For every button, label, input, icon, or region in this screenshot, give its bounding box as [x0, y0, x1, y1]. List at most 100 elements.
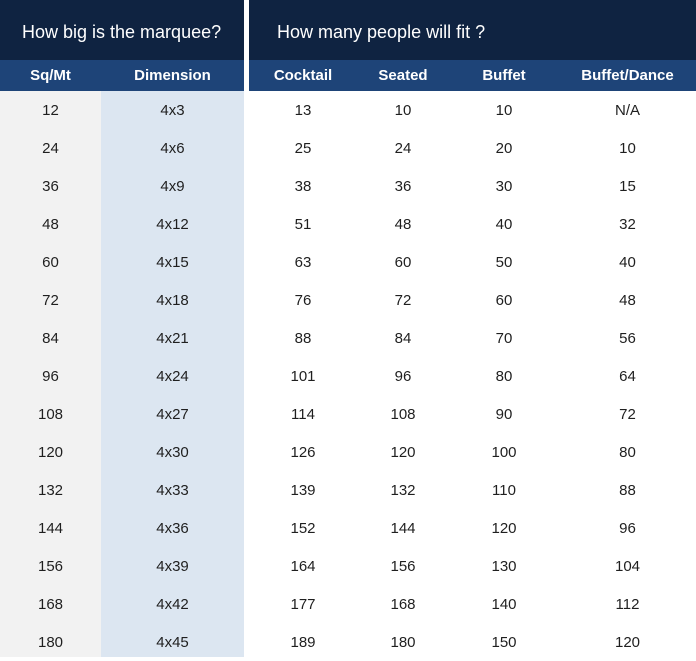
header-sq-mt: Sq/Mt: [30, 67, 71, 84]
cell-cocktail: 177: [290, 595, 316, 613]
header-buffet: Buffet: [482, 67, 526, 84]
cell-sq-mt: 180: [37, 633, 64, 651]
cell-dimension: 4x45: [156, 633, 189, 651]
cell-dimension: 4x27: [156, 405, 189, 423]
cell-seated: 36: [394, 177, 412, 195]
cell-sq-mt: 36: [42, 177, 59, 195]
capacity-title: How many people will fit ?: [249, 0, 696, 60]
cell-buffet: 150: [491, 633, 517, 651]
cell-buffet-dance: N/A: [614, 101, 640, 119]
cell-dimension: 4x9: [160, 177, 185, 195]
table-row: 180 4x45 189 180 150 120: [0, 623, 696, 661]
cell-dimension: 4x33: [156, 481, 189, 499]
cell-seated: 120: [390, 443, 416, 461]
cell-sq-mt: 156: [37, 557, 64, 575]
table-row: 168 4x42 177 168 140 112: [0, 585, 696, 623]
cell-cocktail: 51: [294, 215, 312, 233]
table-row: 12 4x3 13 10 10 N/A: [0, 91, 696, 129]
cell-buffet-dance: 48: [619, 291, 636, 309]
cell-cocktail: 63: [294, 253, 312, 271]
cell-dimension: 4x24: [156, 367, 189, 385]
cell-seated: 144: [390, 519, 416, 537]
cell-sq-mt: 24: [42, 139, 59, 157]
header-dimension: Dimension: [134, 67, 211, 84]
cell-cocktail: 13: [294, 101, 312, 119]
cell-buffet: 10: [495, 101, 513, 119]
table-row: 48 4x12 51 48 40 32: [0, 205, 696, 243]
cell-cocktail: 76: [294, 291, 312, 309]
table-row: 96 4x24 101 96 80 64: [0, 357, 696, 395]
marquee-size-title: How big is the marquee?: [0, 0, 244, 60]
cell-sq-mt: 84: [42, 329, 59, 347]
cell-seated: 72: [394, 291, 412, 309]
cell-sq-mt: 120: [37, 443, 64, 461]
cell-buffet-dance: 56: [619, 329, 636, 347]
table-row: 108 4x27 114 108 90 72: [0, 395, 696, 433]
table-row: 24 4x6 25 24 20 10: [0, 129, 696, 167]
cell-seated: 96: [394, 367, 412, 385]
table-row: 132 4x33 139 132 110 88: [0, 471, 696, 509]
cell-buffet: 100: [491, 443, 517, 461]
cell-buffet-dance: 120: [614, 633, 641, 651]
cell-sq-mt: 72: [42, 291, 59, 309]
cell-cocktail: 189: [290, 633, 316, 651]
cell-cocktail: 38: [294, 177, 312, 195]
cell-buffet-dance: 72: [619, 405, 636, 423]
cell-buffet-dance: 10: [619, 139, 636, 157]
cell-seated: 132: [390, 481, 416, 499]
title-band: How big is the marquee? How many people …: [0, 0, 696, 60]
cell-seated: 108: [390, 405, 416, 423]
cell-dimension: 4x18: [156, 291, 189, 309]
cell-buffet: 30: [495, 177, 513, 195]
cell-sq-mt: 108: [37, 405, 64, 423]
cell-buffet: 50: [495, 253, 513, 271]
cell-cocktail: 139: [290, 481, 316, 499]
cell-buffet: 140: [491, 595, 517, 613]
cell-sq-mt: 48: [42, 215, 59, 233]
cell-sq-mt: 168: [37, 595, 64, 613]
cell-buffet-dance: 112: [615, 595, 640, 613]
table-row: 120 4x30 126 120 100 80: [0, 433, 696, 471]
section-divider: [244, 0, 249, 657]
cell-buffet-dance: 88: [619, 481, 636, 499]
cell-dimension: 4x12: [156, 215, 189, 233]
cell-buffet: 70: [495, 329, 513, 347]
cell-cocktail: 25: [294, 139, 312, 157]
cell-cocktail: 152: [290, 519, 316, 537]
table-row: 60 4x15 63 60 50 40: [0, 243, 696, 281]
cell-buffet: 60: [495, 291, 513, 309]
cell-cocktail: 88: [294, 329, 312, 347]
cell-buffet-dance: 15: [619, 177, 636, 195]
cell-buffet-dance: 64: [619, 367, 636, 385]
table-row: 144 4x36 152 144 120 96: [0, 509, 696, 547]
table-body: 12 4x3 13 10 10 N/A 24 4x6 25 24 20 10 3…: [0, 91, 696, 661]
cell-dimension: 4x6: [160, 139, 185, 157]
cell-buffet-dance: 40: [619, 253, 636, 271]
table-row: 84 4x21 88 84 70 56: [0, 319, 696, 357]
cell-dimension: 4x42: [156, 595, 189, 613]
cell-buffet-dance: 80: [619, 443, 636, 461]
header-cocktail: Cocktail: [273, 67, 333, 84]
cell-buffet: 120: [491, 519, 517, 537]
cell-sq-mt: 96: [42, 367, 59, 385]
cell-cocktail: 114: [291, 405, 315, 423]
dimension-column-background: [101, 91, 244, 657]
cell-buffet-dance: 32: [619, 215, 636, 233]
cell-dimension: 4x3: [160, 101, 185, 119]
header-buffet-dance: Buffet/Dance: [581, 67, 674, 84]
table-row: 72 4x18 76 72 60 48: [0, 281, 696, 319]
cell-seated: 84: [394, 329, 412, 347]
cell-buffet: 110: [492, 481, 516, 499]
size-header-row: Sq/Mt Dimension: [0, 60, 244, 91]
cell-seated: 10: [394, 101, 412, 119]
cell-seated: 60: [394, 253, 412, 271]
cell-sq-mt: 12: [42, 101, 59, 119]
cell-buffet-dance: 104: [614, 557, 641, 575]
cell-buffet: 40: [495, 215, 513, 233]
capacity-header-row: Cocktail Seated Buffet Buffet/Dance: [249, 60, 696, 91]
cell-dimension: 4x39: [156, 557, 189, 575]
cell-dimension: 4x30: [156, 443, 189, 461]
table-row: 36 4x9 38 36 30 15: [0, 167, 696, 205]
cell-sq-mt: 144: [37, 519, 64, 537]
